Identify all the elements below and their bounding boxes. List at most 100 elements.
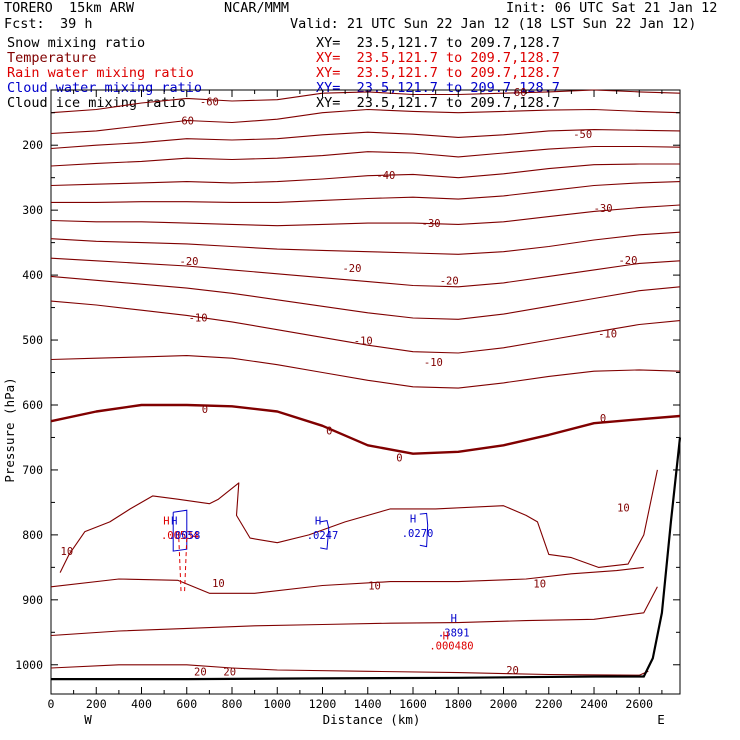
contour-label: -20 [618, 255, 637, 267]
extremum-label: H [163, 516, 169, 528]
contour-label: -10 [189, 312, 208, 324]
isotherm--25 [50, 231, 681, 255]
cw-2 [320, 520, 330, 550]
center-title: NCAR/MMM [224, 0, 290, 16]
init-time: Init: 06 UTC Sat 21 Jan 12 [506, 0, 718, 16]
forecast-hours: 39 h [60, 16, 93, 32]
y-tick-label: 400 [22, 268, 43, 282]
west-label: W [84, 712, 92, 727]
contour-label: -60 [175, 116, 194, 128]
y-tick-label: 500 [22, 333, 43, 347]
x-tick-label: 0 [48, 697, 55, 711]
x-axis-label: Distance (km) [323, 712, 421, 727]
contour-label: 10 [368, 581, 381, 593]
x-tick-label: 400 [131, 697, 152, 711]
contour-label: -20 [342, 263, 361, 275]
y-tick-label: 300 [22, 203, 43, 217]
isotherm-10b [50, 566, 644, 594]
contour-label: -60 [508, 87, 527, 99]
isotherm-20 [50, 664, 649, 676]
contour-label: -30 [422, 218, 441, 230]
plot-frame [50, 89, 681, 695]
contour-label: 10 [212, 578, 225, 590]
x-tick-label: 600 [176, 697, 197, 711]
x-tick-label: 1200 [309, 697, 337, 711]
isotherm--60b [50, 108, 681, 135]
contour-label: -10 [598, 329, 617, 341]
contour-label: 0 [326, 425, 332, 437]
x-tick-label: 2200 [535, 697, 563, 711]
isotherm--40 [50, 163, 680, 187]
contour-label: -40 [376, 170, 395, 182]
cw-3 [419, 512, 429, 548]
y-tick-label: 1000 [15, 658, 43, 672]
rain-2 [184, 538, 188, 594]
x-tick-label: 1600 [399, 697, 427, 711]
extremum-label: H [315, 516, 321, 528]
extremum-label: .3891 [438, 627, 470, 639]
isotherm--45 [50, 145, 681, 167]
contour-label: -10 [354, 336, 373, 348]
extremum-label: H [451, 613, 457, 625]
east-label: E [657, 712, 665, 727]
forecast-label: Fcst: [4, 16, 45, 32]
contour-label: 0 [202, 404, 208, 416]
y-tick-label: 700 [22, 463, 43, 477]
extremum-label: .0058 [169, 530, 201, 542]
y-tick-label: 200 [22, 138, 43, 152]
contour-label: -10 [424, 357, 443, 369]
legend-temperature: Temperature [7, 50, 97, 66]
isotherm--50 [50, 129, 681, 150]
extremum-label: .0270 [402, 528, 434, 540]
contour-label: -60 [200, 97, 219, 109]
contour-label: -30 [594, 203, 613, 215]
legend-cloud-ice-xy: XY= 23.5,121.7 to 209.7,128.7 [316, 95, 560, 111]
contour-label: 10 [617, 503, 630, 515]
terrain-line [51, 437, 682, 681]
isotherm--30 [50, 204, 681, 227]
extremum-label: .00534 [161, 530, 199, 542]
contour-label: 20 [223, 666, 236, 678]
legend-temperature-xy: XY= 23.5,121.7 to 209.7,128.7 [316, 50, 560, 66]
model-title: TORERO 15km ARW [4, 0, 135, 16]
contour-label: 10 [533, 579, 546, 591]
extremum-label: H [410, 514, 416, 526]
contour-label: -50 [573, 129, 592, 141]
cw-1 [172, 509, 188, 552]
isotherm-10 [59, 469, 658, 573]
isotherm--35 [51, 181, 681, 203]
extremum-label: .000480 [429, 640, 473, 652]
x-tick-label: 1400 [354, 697, 382, 711]
isotherm--5 [50, 355, 681, 389]
valid-time: Valid: 21 UTC Sun 22 Jan 12 (18 LST Sun … [290, 16, 697, 32]
isotherm--10 [50, 300, 681, 354]
contour-label: -20 [440, 275, 459, 287]
legend-snow-xy: XY= 23.5,121.7 to 209.7,128.7 [316, 35, 560, 51]
isotherm--20 [50, 257, 681, 288]
x-tick-label: 2600 [625, 697, 653, 711]
y-tick-label: 800 [22, 528, 43, 542]
legend-rain: Rain water mixing ratio [7, 65, 194, 81]
x-tick-label: 800 [222, 697, 243, 711]
contour-label: 20 [506, 665, 519, 677]
extremum-label: H [443, 631, 449, 643]
y-axis-label: Pressure (hPa) [2, 377, 17, 482]
legend-rain-xy: XY= 23.5,121.7 to 209.7,128.7 [316, 65, 560, 81]
extremum-label: .0247 [307, 530, 339, 542]
y-tick-label: 600 [22, 398, 43, 412]
contour-label: 0 [396, 453, 402, 465]
contour-label: 0 [600, 413, 606, 425]
contour-label: -20 [180, 256, 199, 268]
extremum-label: H [171, 516, 177, 528]
x-tick-label: 2000 [490, 697, 518, 711]
rain-1 [178, 538, 182, 594]
y-tick-label: 900 [22, 593, 43, 607]
legend-cloud-water-xy: XY= 23.5,121.7 to 209.7,128.7 [316, 80, 560, 96]
contour-label: 10 [61, 546, 74, 558]
x-tick-label: 2400 [580, 697, 608, 711]
isotherm-15 [50, 586, 658, 637]
x-tick-label: 200 [86, 697, 107, 711]
x-tick-label: 1800 [444, 697, 472, 711]
isotherm--15 [50, 275, 681, 320]
